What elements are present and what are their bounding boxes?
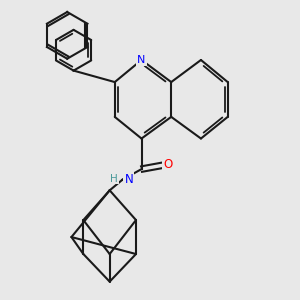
Text: N: N [124,173,133,186]
Text: O: O [164,158,173,171]
Text: H: H [110,174,118,184]
Text: N: N [137,55,146,65]
